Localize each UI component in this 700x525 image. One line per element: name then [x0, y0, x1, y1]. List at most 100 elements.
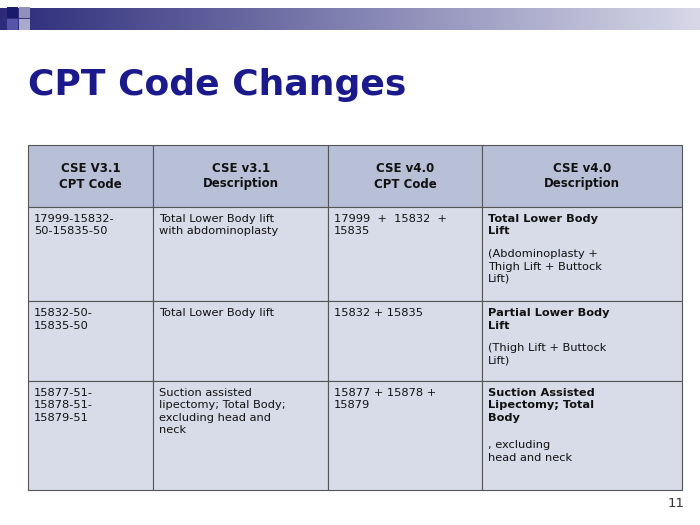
- Bar: [287, 8, 291, 30]
- Bar: [168, 8, 172, 30]
- Bar: [224, 8, 228, 30]
- Bar: [140, 8, 144, 30]
- Bar: [318, 8, 323, 30]
- Bar: [315, 8, 319, 30]
- Bar: [308, 8, 312, 30]
- Bar: [175, 8, 179, 30]
- Bar: [328, 207, 482, 301]
- Bar: [482, 301, 682, 381]
- Bar: [514, 8, 519, 30]
- Bar: [116, 8, 120, 30]
- Bar: [84, 8, 88, 30]
- Bar: [448, 8, 452, 30]
- Bar: [7, 19, 18, 30]
- Bar: [178, 8, 183, 30]
- Bar: [500, 8, 505, 30]
- Bar: [466, 8, 470, 30]
- Text: 17999-15832-
50-15835-50: 17999-15832- 50-15835-50: [34, 214, 115, 236]
- Bar: [504, 8, 508, 30]
- Bar: [153, 145, 328, 207]
- Bar: [693, 8, 697, 30]
- Bar: [518, 8, 522, 30]
- Bar: [10, 8, 15, 30]
- Bar: [357, 8, 361, 30]
- Bar: [350, 8, 354, 30]
- Bar: [654, 8, 659, 30]
- Bar: [581, 8, 585, 30]
- Bar: [77, 8, 81, 30]
- Bar: [35, 8, 39, 30]
- Bar: [119, 8, 123, 30]
- Text: Suction Assisted
Lipectomy; Total
Body: Suction Assisted Lipectomy; Total Body: [488, 388, 594, 423]
- Text: Partial Lower Body
Lift: Partial Lower Body Lift: [488, 308, 610, 331]
- Bar: [623, 8, 627, 30]
- Bar: [328, 301, 482, 381]
- Bar: [343, 8, 347, 30]
- Bar: [133, 8, 137, 30]
- Bar: [28, 301, 153, 381]
- Text: CSE v4.0
Description: CSE v4.0 Description: [544, 162, 620, 191]
- Bar: [234, 8, 239, 30]
- Bar: [7, 7, 18, 18]
- Bar: [570, 8, 575, 30]
- Text: CSE v4.0
CPT Code: CSE v4.0 CPT Code: [374, 162, 436, 191]
- Bar: [546, 8, 550, 30]
- Bar: [186, 8, 190, 30]
- Bar: [298, 8, 302, 30]
- Bar: [328, 381, 482, 490]
- Bar: [329, 8, 333, 30]
- Bar: [438, 8, 442, 30]
- Bar: [122, 8, 127, 30]
- Text: Total Lower Body lift
with abdominoplasty: Total Lower Body lift with abdominoplast…: [159, 214, 279, 236]
- Bar: [228, 8, 232, 30]
- Bar: [284, 8, 288, 30]
- Bar: [665, 8, 669, 30]
- Bar: [161, 8, 165, 30]
- Bar: [420, 8, 424, 30]
- Bar: [49, 8, 53, 30]
- Bar: [389, 8, 393, 30]
- Text: Suction assisted
lipectomy; Total Body;
excluding head and
neck: Suction assisted lipectomy; Total Body; …: [159, 388, 286, 435]
- Bar: [458, 8, 463, 30]
- Bar: [679, 8, 683, 30]
- Bar: [452, 8, 456, 30]
- Bar: [648, 8, 652, 30]
- Bar: [462, 8, 466, 30]
- Bar: [328, 145, 482, 207]
- Bar: [66, 8, 71, 30]
- Bar: [560, 8, 564, 30]
- Bar: [301, 8, 305, 30]
- Bar: [136, 8, 141, 30]
- Bar: [46, 8, 50, 30]
- Bar: [360, 8, 365, 30]
- Bar: [150, 8, 155, 30]
- Bar: [52, 8, 57, 30]
- Bar: [91, 8, 95, 30]
- Bar: [290, 8, 295, 30]
- Bar: [508, 8, 512, 30]
- Bar: [385, 8, 389, 30]
- Bar: [556, 8, 561, 30]
- Bar: [262, 8, 267, 30]
- Bar: [672, 8, 676, 30]
- Bar: [550, 8, 554, 30]
- Bar: [70, 8, 74, 30]
- Bar: [455, 8, 459, 30]
- Bar: [153, 207, 328, 301]
- Bar: [584, 8, 589, 30]
- Bar: [193, 8, 197, 30]
- Text: CSE v3.1
Description: CSE v3.1 Description: [202, 162, 279, 191]
- Bar: [612, 8, 617, 30]
- Text: 15832 + 15835: 15832 + 15835: [334, 308, 424, 318]
- Bar: [658, 8, 662, 30]
- Bar: [346, 8, 351, 30]
- Bar: [322, 8, 326, 30]
- Bar: [94, 8, 99, 30]
- Bar: [644, 8, 648, 30]
- Bar: [28, 381, 153, 490]
- Bar: [578, 8, 582, 30]
- Bar: [651, 8, 655, 30]
- Bar: [532, 8, 536, 30]
- Bar: [539, 8, 543, 30]
- Bar: [144, 8, 148, 30]
